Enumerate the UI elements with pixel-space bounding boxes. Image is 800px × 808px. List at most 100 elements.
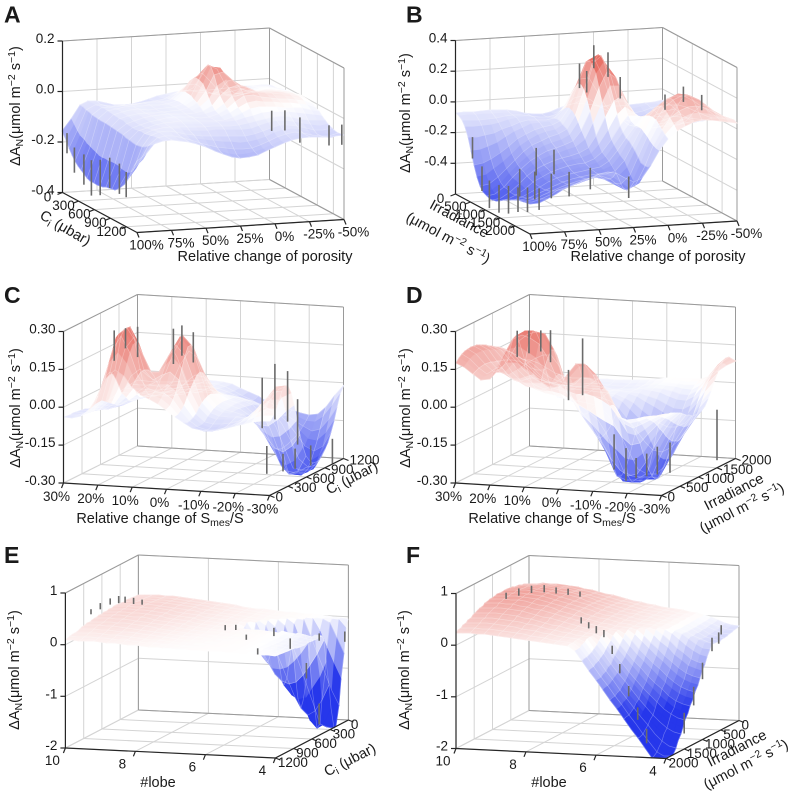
svg-text:#lobe: #lobe: [140, 775, 175, 791]
svg-text:ΔAN(μmol m−2 s−1): ΔAN(μmol m−2 s−1): [5, 610, 25, 730]
svg-text:D: D: [406, 282, 423, 308]
svg-text:0.4: 0.4: [429, 31, 448, 46]
svg-text:1500: 1500: [723, 462, 753, 477]
svg-text:300: 300: [52, 198, 75, 213]
svg-text:-10%: -10%: [570, 497, 602, 512]
svg-text:0.30: 0.30: [29, 322, 55, 337]
svg-text:-2: -2: [436, 739, 448, 754]
svg-text:600: 600: [314, 736, 337, 751]
svg-text:0%: 0%: [668, 230, 688, 245]
svg-text:50%: 50%: [595, 235, 622, 250]
svg-text:0: 0: [276, 490, 284, 505]
svg-text:1200: 1200: [96, 224, 126, 239]
svg-text:Relative change of Smes/S: Relative change of Smes/S: [468, 511, 635, 529]
svg-text:6: 6: [579, 760, 587, 775]
svg-text:-2: -2: [45, 738, 57, 753]
svg-text:1200: 1200: [350, 453, 380, 468]
svg-text:1500: 1500: [687, 746, 717, 761]
svg-text:-50%: -50%: [731, 226, 763, 241]
svg-text:300: 300: [333, 727, 356, 742]
svg-text:-0.30: -0.30: [417, 473, 448, 488]
svg-text:0: 0: [668, 490, 676, 505]
svg-text:10: 10: [45, 753, 60, 768]
svg-text:500: 500: [444, 199, 467, 214]
svg-text:20%: 20%: [77, 491, 104, 506]
svg-text:ΔAN(μmol m−2 s−1): ΔAN(μmol m−2 s−1): [6, 348, 26, 468]
svg-text:ΔAN(μmol m−2 s−1): ΔAN(μmol m−2 s−1): [396, 348, 416, 468]
svg-text:0.15: 0.15: [29, 359, 55, 374]
svg-text:10%: 10%: [112, 493, 139, 508]
svg-text:10%: 10%: [504, 493, 531, 508]
svg-text:0.30: 0.30: [421, 322, 447, 337]
svg-text:2000: 2000: [742, 453, 772, 468]
svg-text:25%: 25%: [236, 231, 263, 246]
svg-text:8: 8: [119, 756, 127, 771]
svg-text:600: 600: [313, 471, 336, 486]
svg-text:600: 600: [68, 207, 91, 222]
svg-text:ΔAN(μmol m−2 s−1): ΔAN(μmol m−2 s−1): [395, 610, 415, 730]
svg-text:E: E: [4, 542, 19, 568]
svg-text:6: 6: [189, 760, 197, 775]
svg-text:30%: 30%: [435, 489, 462, 504]
svg-text:1000: 1000: [705, 737, 735, 752]
svg-text:500: 500: [686, 480, 709, 495]
svg-text:-0.2: -0.2: [31, 132, 54, 147]
svg-text:-1: -1: [45, 686, 57, 701]
svg-text:2000: 2000: [485, 223, 515, 238]
svg-text:-30%: -30%: [639, 502, 671, 517]
svg-text:A: A: [4, 2, 21, 28]
svg-text:2000: 2000: [669, 756, 699, 771]
svg-text:0.2: 0.2: [429, 61, 448, 76]
svg-text:25%: 25%: [629, 233, 656, 248]
svg-text:0: 0: [351, 717, 359, 732]
svg-text:1000: 1000: [455, 207, 485, 222]
svg-text:0.2: 0.2: [36, 31, 55, 46]
svg-text:300: 300: [294, 480, 317, 495]
svg-text:ΔAN(μmol m−2 s−1): ΔAN(μmol m−2 s−1): [6, 46, 26, 166]
svg-text:-10%: -10%: [178, 497, 210, 512]
svg-text:0%: 0%: [150, 495, 170, 510]
svg-text:75%: 75%: [560, 237, 587, 252]
svg-text:0.0: 0.0: [429, 92, 448, 107]
svg-text:1: 1: [50, 583, 58, 598]
svg-text:1500: 1500: [470, 215, 500, 230]
svg-text:-20%: -20%: [604, 499, 636, 514]
svg-text:0: 0: [437, 191, 445, 206]
svg-text:0.00: 0.00: [421, 397, 447, 412]
svg-text:4: 4: [649, 764, 657, 779]
svg-text:0.15: 0.15: [421, 359, 447, 374]
svg-text:50%: 50%: [202, 233, 229, 248]
svg-text:1200: 1200: [278, 755, 308, 770]
svg-text:Relative change of porosity: Relative change of porosity: [178, 249, 354, 265]
svg-text:0%: 0%: [275, 229, 295, 244]
svg-text:-50%: -50%: [338, 225, 370, 240]
svg-text:B: B: [406, 2, 423, 28]
svg-text:-0.15: -0.15: [25, 435, 56, 450]
svg-text:0%: 0%: [542, 495, 562, 510]
svg-text:-20%: -20%: [212, 499, 244, 514]
svg-text:900: 900: [84, 215, 107, 230]
svg-text:10: 10: [435, 754, 450, 769]
svg-text:0: 0: [50, 635, 58, 650]
svg-text:ΔAN(μmol m−2 s−1): ΔAN(μmol m−2 s−1): [396, 53, 416, 173]
svg-text:-0.30: -0.30: [25, 473, 56, 488]
svg-text:0: 0: [440, 635, 448, 650]
svg-text:Relative change of Smes/S: Relative change of Smes/S: [76, 511, 243, 529]
svg-text:900: 900: [296, 746, 319, 761]
svg-text:4: 4: [259, 763, 267, 778]
svg-text:500: 500: [723, 727, 746, 742]
svg-text:-0.4: -0.4: [424, 153, 448, 168]
svg-text:#lobe: #lobe: [531, 775, 566, 791]
svg-text:F: F: [406, 542, 420, 568]
svg-text:30%: 30%: [43, 489, 70, 504]
svg-text:8: 8: [509, 757, 517, 772]
svg-text:0.00: 0.00: [29, 397, 55, 412]
svg-text:-25%: -25%: [303, 227, 335, 242]
svg-text:-25%: -25%: [696, 228, 728, 243]
svg-text:75%: 75%: [167, 235, 194, 250]
svg-text:C: C: [4, 282, 21, 308]
svg-text:100%: 100%: [522, 239, 557, 254]
svg-text:-0.4: -0.4: [31, 183, 55, 198]
svg-text:1000: 1000: [705, 471, 735, 486]
svg-text:Relative change of porosity: Relative change of porosity: [571, 249, 747, 265]
